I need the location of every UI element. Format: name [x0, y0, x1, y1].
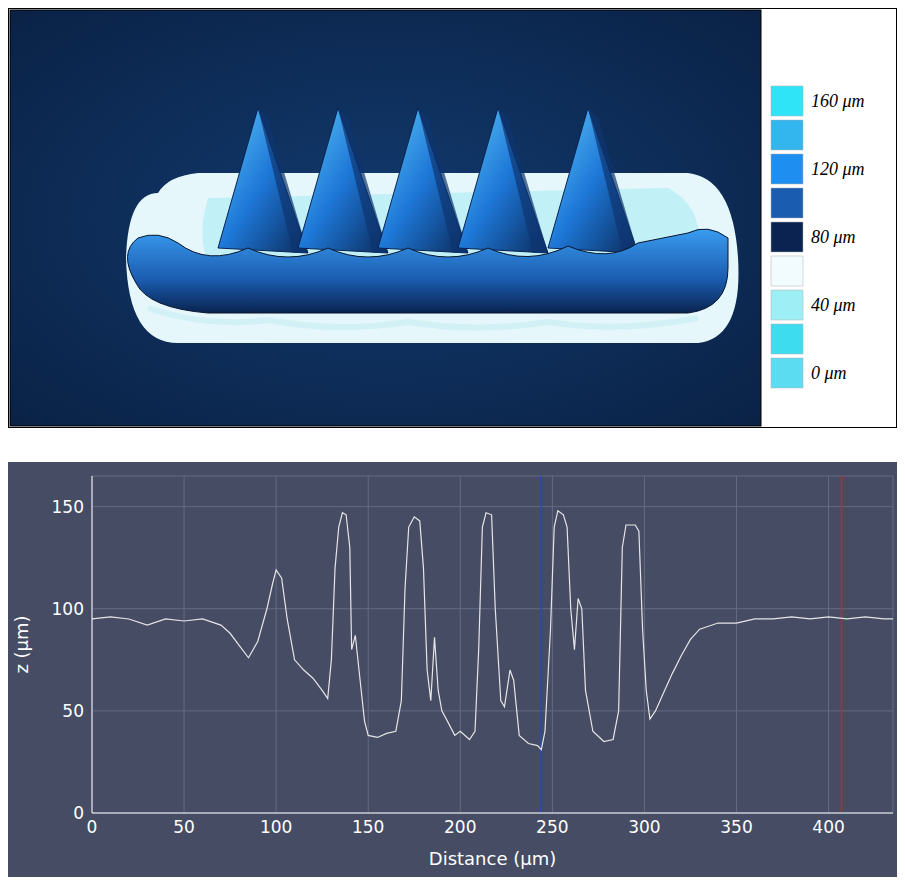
svg-text:Distance (μm): Distance (μm) — [429, 848, 556, 869]
svg-text:150: 150 — [352, 817, 384, 837]
svg-text:50: 50 — [62, 701, 84, 721]
svg-text:50: 50 — [173, 817, 195, 837]
svg-text:400: 400 — [812, 817, 844, 837]
svg-text:z (μm): z (μm) — [11, 615, 32, 673]
svg-text:100: 100 — [260, 817, 292, 837]
svg-text:160 μm: 160 μm — [811, 91, 865, 111]
svg-text:200: 200 — [444, 817, 476, 837]
svg-text:0 μm: 0 μm — [811, 363, 847, 383]
svg-text:0: 0 — [87, 817, 98, 837]
svg-text:0: 0 — [73, 803, 84, 823]
svg-text:300: 300 — [628, 817, 660, 837]
svg-text:120 μm: 120 μm — [811, 159, 865, 179]
svg-text:80 μm: 80 μm — [811, 227, 856, 247]
svg-text:100: 100 — [52, 599, 84, 619]
svg-text:150: 150 — [52, 497, 84, 517]
svg-text:350: 350 — [720, 817, 752, 837]
svg-text:40 μm: 40 μm — [811, 295, 856, 315]
svg-text:250: 250 — [536, 817, 568, 837]
